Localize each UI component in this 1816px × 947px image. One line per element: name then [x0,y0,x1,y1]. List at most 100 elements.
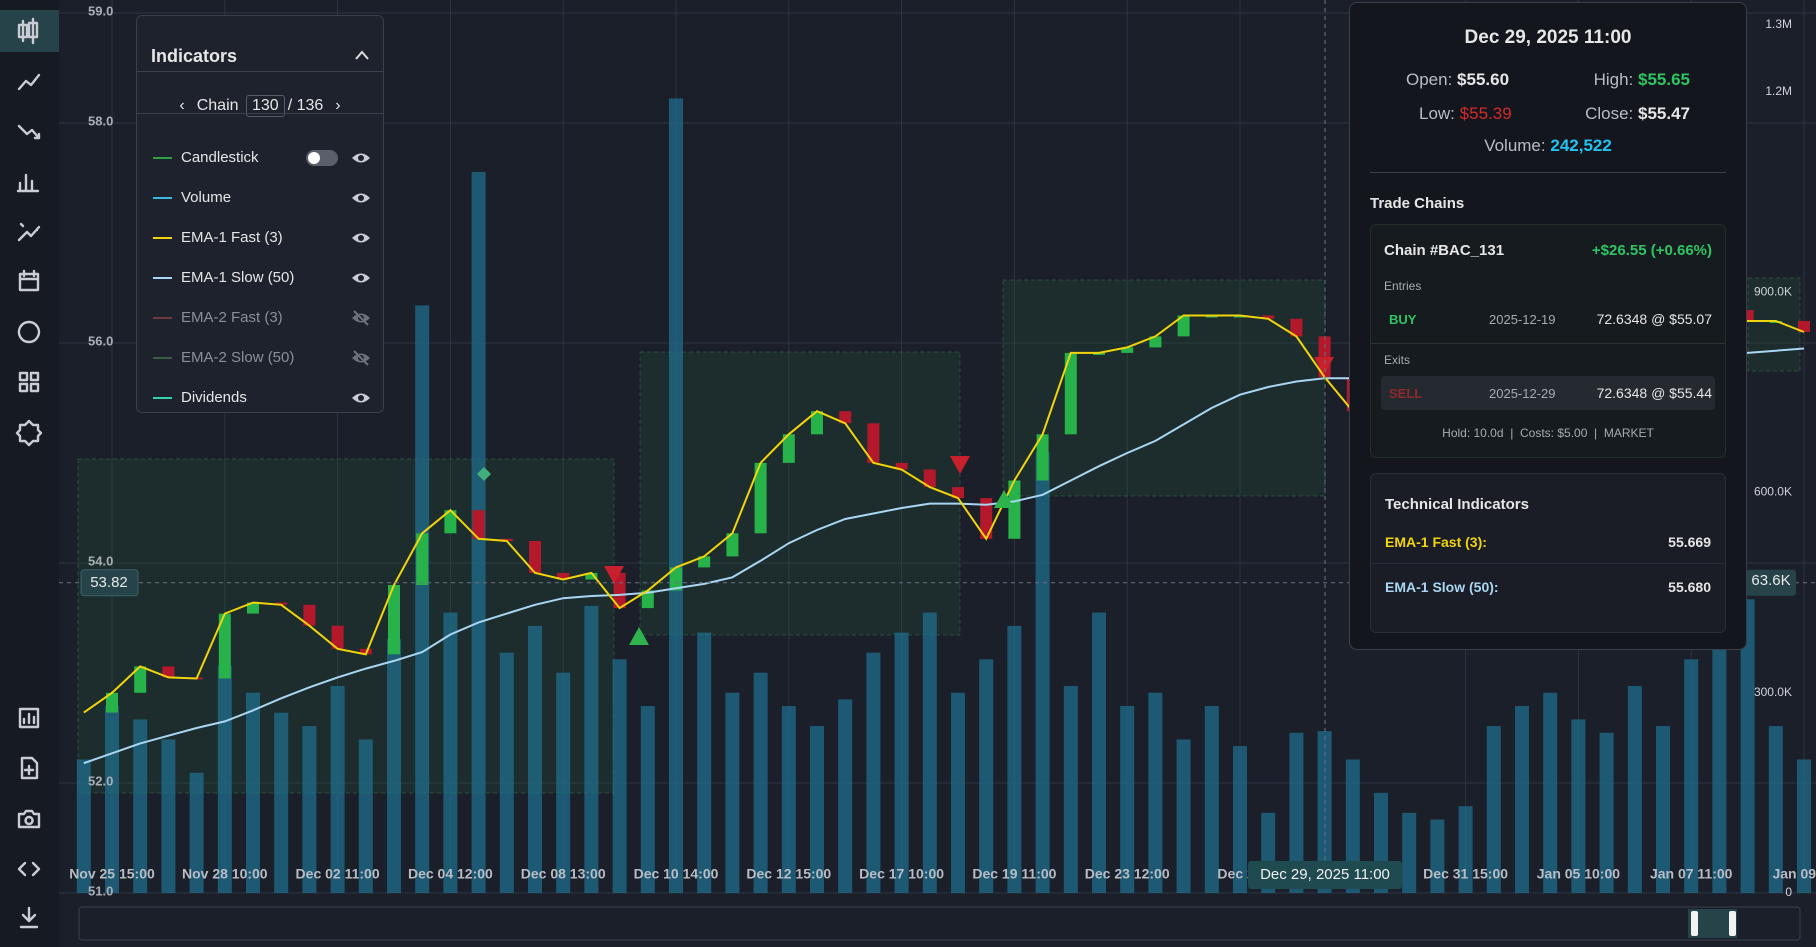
tool-icon[interactable] [15,419,43,447]
tool-icon[interactable] [16,173,40,193]
chain-input[interactable]: 130 [245,95,285,117]
candle [275,602,288,605]
volume-bar [1571,719,1586,893]
entry-fill: 72.6348 @ $55.07 [1596,311,1712,327]
price-label-box [80,569,139,597]
next-button[interactable]: › [335,97,341,114]
tool-icon[interactable] [18,371,40,393]
volume-bar [1120,706,1135,893]
time-label: Dec 29, 2025 11:00 [1260,866,1390,883]
candle [1177,315,1190,337]
tool-icon[interactable] [17,17,39,45]
volume-bar [1233,746,1247,893]
tool-icon[interactable] [17,861,41,877]
open-label: Open: [1406,70,1453,89]
indicator-item[interactable]: Candlestick [137,143,383,173]
candle [641,590,654,609]
visibility-toggle[interactable] [351,149,371,167]
candle [839,411,852,424]
tool-icon[interactable] [17,809,41,829]
x-tick-label: Jan 07 11:00 [1650,866,1733,882]
collapse-button[interactable] [355,50,369,60]
tool-icon[interactable] [17,320,41,344]
indicator-item[interactable]: EMA-1 Slow (50) [137,263,383,293]
costs: Costs: $5.00 [1520,426,1588,440]
volume-bar [753,672,768,893]
volume-bar [443,612,458,893]
visibility-toggle[interactable] [351,229,371,247]
indicator-name: Candlestick [181,149,259,166]
tool-icon[interactable] [17,222,41,242]
visibility-toggle[interactable] [351,189,371,207]
x-tick-label: Dec 10 14:00 [634,866,719,882]
volume-bar [1317,731,1332,893]
volume-bar [1458,806,1473,893]
toggle-switch[interactable] [305,149,339,167]
tool-icon[interactable] [20,756,39,780]
volume-bar [1515,706,1529,893]
indicator-name: EMA-2 Slow (50) [181,349,295,366]
close-value: $55.47 [1638,104,1690,123]
volume-bar [951,692,965,893]
volume-bar [133,719,148,893]
close-label: Close: [1585,104,1634,123]
x-tick-label: Dec 04 12:00 [408,866,493,882]
exits-label: Exits [1384,353,1411,367]
candle [388,585,400,655]
scroll-grip [1729,911,1736,936]
volume-bar [387,639,401,893]
tool-icon[interactable] [17,73,41,91]
sidebar-icons [0,10,59,929]
indicator-item[interactable]: Dividends [137,383,383,413]
volume-label-box [1746,569,1796,596]
volume-bar [415,305,430,893]
tool-icon[interactable] [17,124,41,140]
indicator-item[interactable]: EMA-1 Fast (3) [137,223,383,253]
chain-footer: Hold: 10.0d | Costs: $5.00 | MARKET [1442,426,1654,440]
candle [613,572,626,609]
x-tick-label: Nov 25 15:00 [69,866,155,882]
candle [218,613,231,679]
visibility-toggle[interactable] [351,269,371,287]
open: Open: $55.60 [1406,70,1509,90]
volume-bar [1204,706,1219,893]
tool-icon[interactable] [19,906,39,929]
visibility-toggle[interactable] [351,309,371,327]
volume-bar [76,759,91,893]
entry-date: 2025-12-19 [1489,312,1556,327]
candle [1008,480,1021,539]
tool-icon[interactable] [18,269,40,292]
prev-button[interactable]: ‹ [179,97,185,114]
sell-marker [950,456,970,474]
volume-bar [979,659,994,893]
volume-bar [1486,726,1501,893]
indicator-item[interactable]: EMA-2 Slow (50) [137,343,383,373]
volume-bar [1289,732,1304,893]
indicator-swatch [153,357,172,359]
indicator-item[interactable]: Volume [137,183,383,213]
section-title: Trade Chains [1370,195,1465,212]
y-tick-label: 58.0 [88,113,113,128]
volume-value: 242,522 [1550,136,1612,155]
volume-bar [810,726,824,893]
visibility-toggle[interactable] [351,389,371,407]
volume-bar [189,772,204,893]
candle [1121,347,1134,353]
volume-bar [894,632,909,893]
indicator-name: EMA-1 Fast (3) [181,229,283,246]
volume-bar [1092,612,1106,893]
indicator-item[interactable]: EMA-2 Fast (3) [137,303,383,333]
exit-date: 2025-12-29 [1489,386,1556,401]
volume-bar [1345,759,1360,893]
volume-bar [838,699,853,893]
buy-marker [629,627,649,645]
candle [1149,336,1162,348]
candle [529,541,541,573]
tooltip-title: Dec 29, 2025 11:00 [1464,27,1632,48]
tool-icon[interactable] [18,707,40,729]
candle [331,625,344,649]
indicator-label: EMA-1 Fast (3): [1385,534,1487,550]
y2-tick-label: 600.0K [1754,485,1792,499]
volume: Volume: 242,522 [1350,136,1746,156]
visibility-toggle[interactable] [351,349,371,367]
